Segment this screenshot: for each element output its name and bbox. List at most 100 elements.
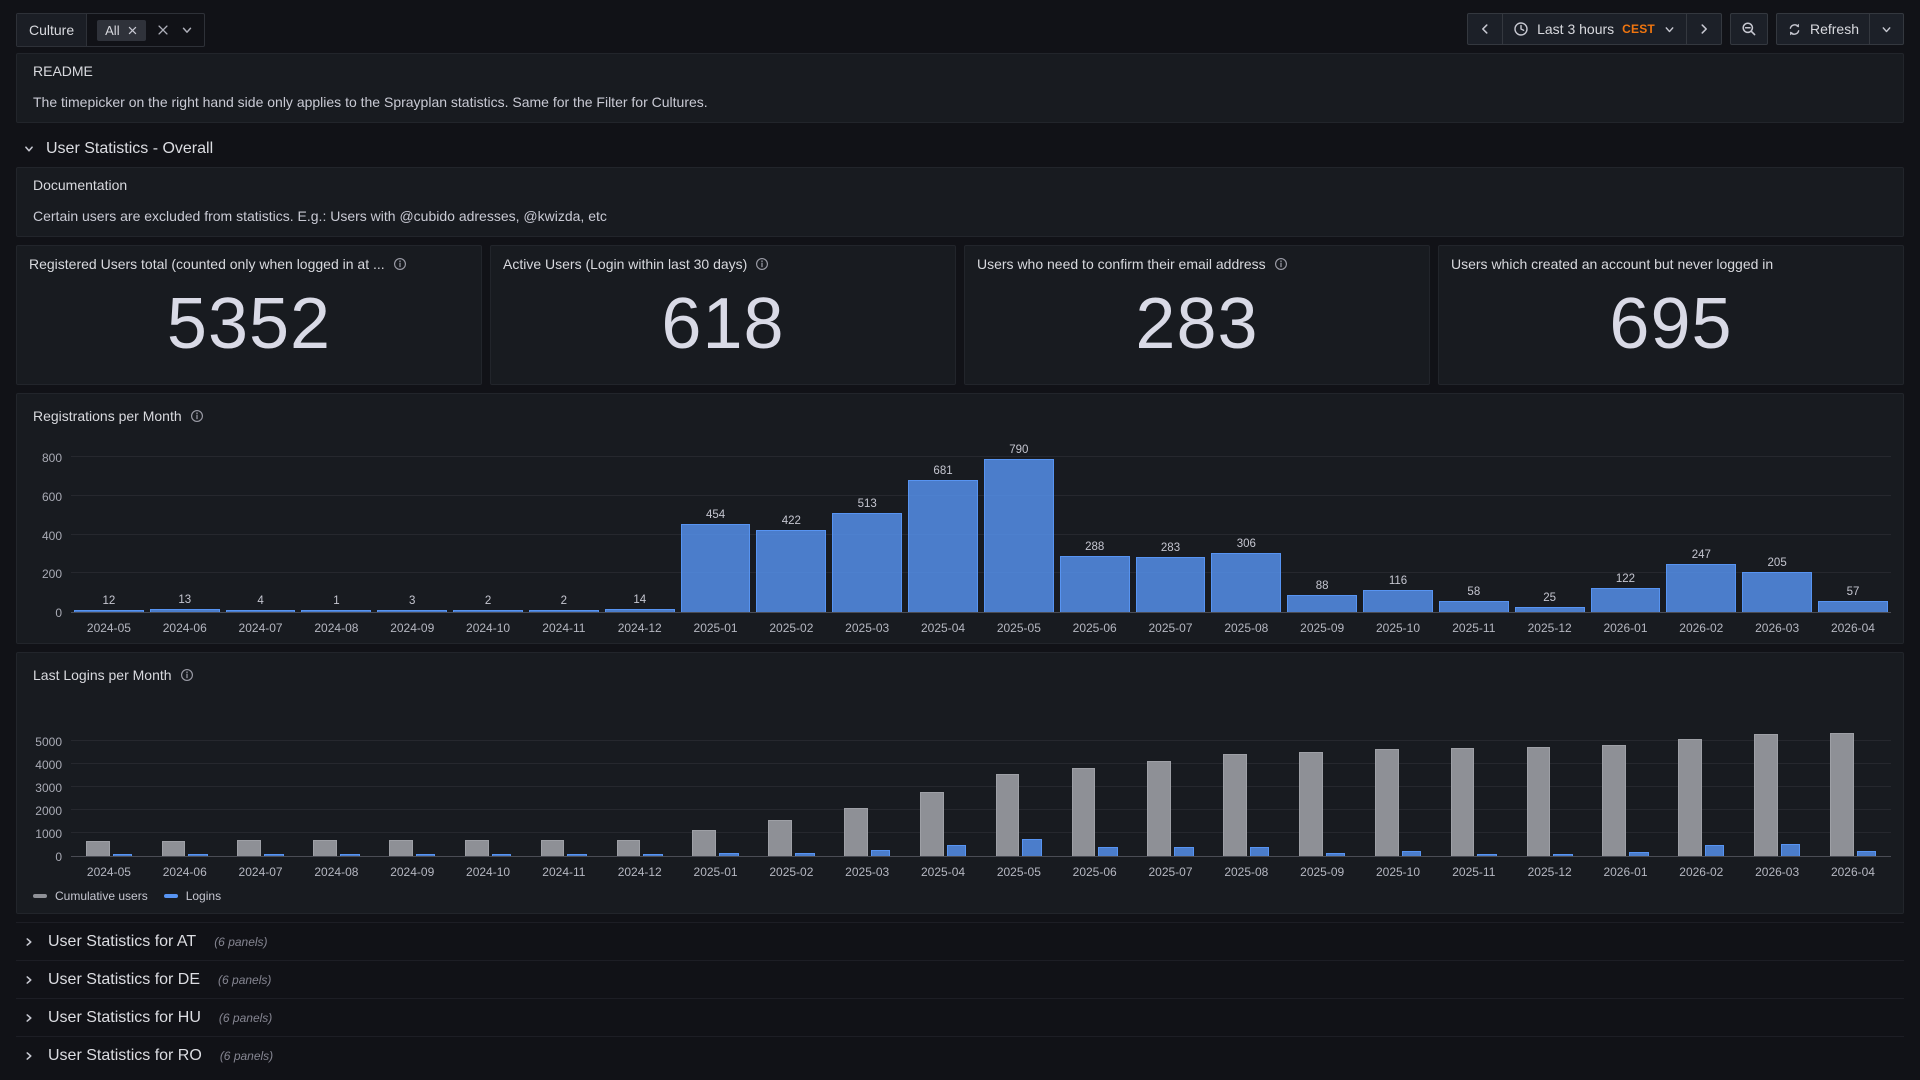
info-icon[interactable] xyxy=(755,257,769,271)
x-tick-label: 2024-08 xyxy=(314,621,359,635)
zoom-out-button[interactable] xyxy=(1729,13,1768,45)
bar-group-2024-10: 2 xyxy=(450,595,526,612)
bar-logins xyxy=(1022,839,1042,856)
refresh-label: Refresh xyxy=(1809,21,1859,37)
bar-value-label: 306 xyxy=(1236,538,1256,550)
bar-cumulative xyxy=(1223,754,1247,856)
stat-panel-title: Active Users (Login within last 30 days) xyxy=(503,256,748,272)
filter-chip-all[interactable]: All xyxy=(97,19,146,41)
bar-logins xyxy=(567,854,588,856)
stat-panel-title: Registered Users total (counted only whe… xyxy=(29,256,385,272)
collapsed-section-row[interactable]: User Statistics for AT (6 panels) xyxy=(16,922,1904,960)
y-axis: 0 200 400 600 800 xyxy=(29,438,71,620)
collapsed-section-row[interactable]: User Statistics for HU (6 panels) xyxy=(16,998,1904,1036)
x-tick-label: 2024-05 xyxy=(86,621,131,635)
refresh-icon xyxy=(1787,22,1802,37)
section-user-statistics-overall[interactable]: User Statistics - Overall xyxy=(16,131,1904,167)
bar-pair xyxy=(1060,768,1130,856)
x-tick-label: 2024-09 xyxy=(390,865,435,879)
y-tick-label: 400 xyxy=(41,528,62,543)
bar-group-2024-08 xyxy=(298,840,374,856)
info-icon[interactable] xyxy=(180,668,194,682)
gridline xyxy=(71,533,1891,535)
bar xyxy=(453,610,523,612)
x-tick-label: 2024-06 xyxy=(162,865,207,879)
bar-group-2025-07 xyxy=(1133,761,1209,856)
x-tick-label: 2025-09 xyxy=(1300,865,1345,879)
x-tick-label: 2025-02 xyxy=(769,621,814,635)
panel-header: Users who need to confirm their email ad… xyxy=(965,246,1429,274)
bar-group-2025-02: 422 xyxy=(753,515,829,612)
x-tick-label: 2024-10 xyxy=(466,621,511,635)
bar-logins xyxy=(491,854,512,856)
info-icon[interactable] xyxy=(190,409,204,423)
bar-value-label: 790 xyxy=(1009,444,1029,456)
x-tick-label: 2025-04 xyxy=(921,865,966,879)
x-tick-label: 2026-02 xyxy=(1679,865,1724,879)
bar-cumulative xyxy=(161,841,186,856)
time-shift-back-button[interactable] xyxy=(1467,13,1504,45)
bar-pair xyxy=(1666,739,1736,856)
bar xyxy=(1590,588,1661,612)
chart-panel-title: Last Logins per Month xyxy=(33,667,172,683)
time-range-picker[interactable]: Last 3 hours CEST xyxy=(1503,13,1687,45)
bar-cumulative xyxy=(1526,747,1551,856)
x-tick-label: 2025-08 xyxy=(1224,621,1269,635)
collapsed-section-row[interactable]: User Statistics for DE (6 panels) xyxy=(16,960,1904,998)
info-icon[interactable] xyxy=(1274,257,1288,271)
bar-value-label: 288 xyxy=(1085,541,1105,553)
collapsed-section-meta: (6 panels) xyxy=(219,1048,274,1063)
x-tick-label: 2024-05 xyxy=(86,865,131,879)
refresh-button[interactable]: Refresh xyxy=(1775,13,1870,45)
section-title: User Statistics - Overall xyxy=(46,140,214,157)
bar-group-2025-01: 454 xyxy=(678,509,754,612)
legend-item[interactable]: Logins xyxy=(163,889,221,903)
chip-remove-icon[interactable] xyxy=(127,25,138,36)
x-axis: 2024-05 2024-06 2024-07 2024-08 2024-09 2024-… xyxy=(29,857,1891,879)
bar-cumulative xyxy=(995,774,1020,856)
bar-logins xyxy=(112,854,133,856)
x-tick-label: 2024-12 xyxy=(617,621,662,635)
bar-cumulative xyxy=(768,820,792,856)
bar-logins xyxy=(1704,845,1725,856)
filter-clear-icon[interactable] xyxy=(156,23,170,37)
refresh-interval-dropdown[interactable] xyxy=(1870,13,1904,45)
bar-value-label: 58 xyxy=(1467,586,1481,598)
bar-cumulative xyxy=(919,792,944,856)
documentation-title: Documentation xyxy=(33,177,128,193)
time-controls: Last 3 hours CEST Refresh xyxy=(1467,13,1904,45)
x-tick-label: 2025-06 xyxy=(1072,621,1117,635)
bar-pair xyxy=(832,808,902,856)
chevron-right-icon xyxy=(22,973,36,987)
bar-cumulative xyxy=(844,808,868,856)
bar-logins xyxy=(719,853,739,856)
bar-value-label: 3 xyxy=(409,595,416,607)
bar xyxy=(1135,557,1206,612)
filter-dropdown-icon[interactable] xyxy=(180,23,194,37)
plot-area: 12 13 4 1 3 2 2 14 454 422 513 681 790 288 283 306 88 116… xyxy=(71,438,1891,613)
bar xyxy=(604,609,675,612)
bar-cumulative xyxy=(1299,752,1323,856)
gridline xyxy=(71,572,1891,574)
x-tick-label: 2025-06 xyxy=(1072,865,1117,879)
bar xyxy=(1666,564,1737,612)
panel-header: Last Logins per Month xyxy=(29,661,1891,689)
collapsed-section-row[interactable]: User Statistics for RO (6 panels) xyxy=(16,1036,1904,1074)
bar-cumulative xyxy=(237,840,262,856)
chevron-right-icon xyxy=(22,1011,36,1025)
x-tick-label: 2026-02 xyxy=(1679,621,1724,635)
bar-logins xyxy=(1629,852,1649,856)
legend-item[interactable]: Cumulative users xyxy=(33,889,148,903)
bar xyxy=(832,513,903,612)
time-range-label: Last 3 hours xyxy=(1537,21,1615,37)
bar-group-2024-05: 12 xyxy=(71,595,147,612)
chevron-down-icon xyxy=(1663,23,1676,36)
time-shift-forward-button[interactable] xyxy=(1686,13,1722,45)
bar-pair xyxy=(453,840,523,856)
bar-pair xyxy=(377,840,447,856)
gridline xyxy=(71,456,1891,457)
info-icon[interactable] xyxy=(393,257,407,271)
x-tick-label: 2026-01 xyxy=(1603,621,1648,635)
bar-cumulative xyxy=(1071,768,1096,856)
